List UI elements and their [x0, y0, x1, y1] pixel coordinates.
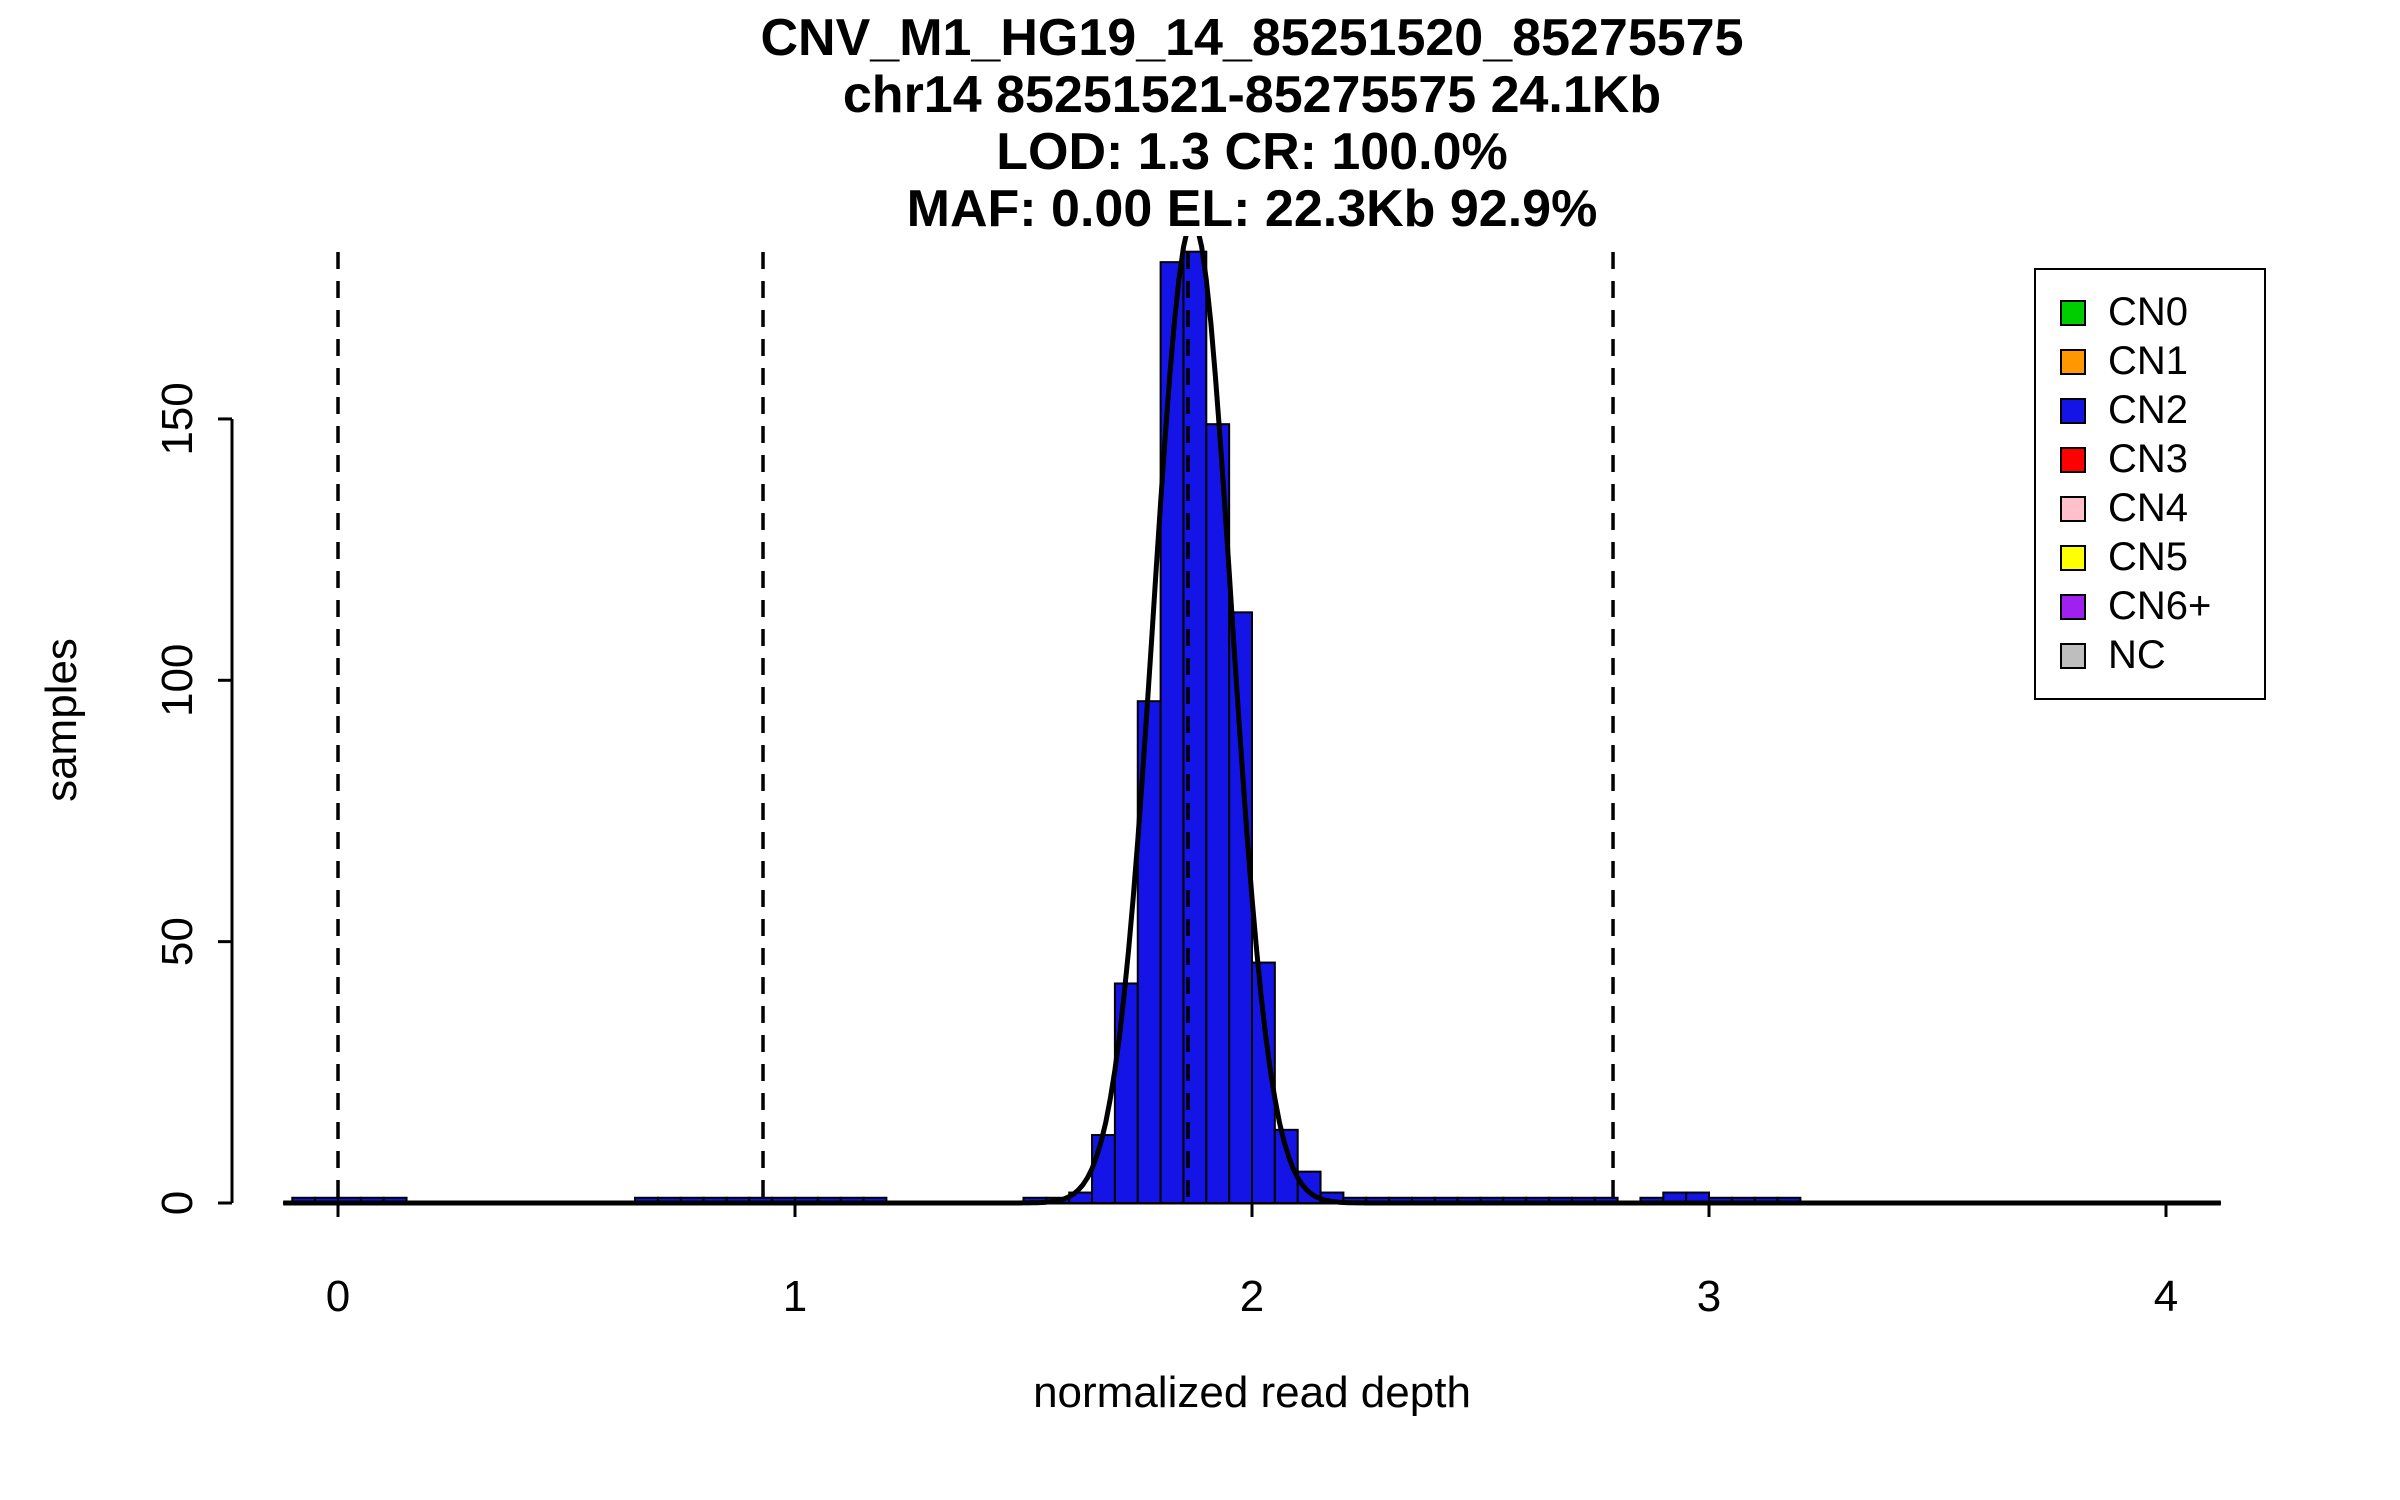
legend-item-cn6plus: CN6+ [2060, 582, 2264, 631]
legend-swatch-cn4 [2060, 495, 2086, 522]
y-tick-label: 0 [153, 1191, 202, 1215]
title-line-1: CNV_M1_HG19_14_85251520_85275575 [760, 9, 1744, 67]
chart-title: CNV_M1_HG19_14_85251520_85275575 chr14 8… [252, 10, 2252, 238]
legend-swatch-nc [2060, 642, 2086, 669]
title-line-2: chr14 85251521-85275575 24.1Kb [842, 66, 1662, 124]
histogram-bar [1273, 1128, 1299, 1205]
x-axis-label: normalized read depth [1033, 1368, 1471, 1417]
legend-item-nc: NC [2060, 631, 2264, 680]
legend-item-cn3: CN3 [2060, 435, 2264, 484]
legend-label: NC [2108, 633, 2166, 677]
histogram-bar [1228, 611, 1254, 1204]
y-tick-label: 150 [153, 382, 202, 455]
legend-label: CN5 [2108, 535, 2189, 579]
histogram-bar [1113, 982, 1139, 1204]
legend-label: CN3 [2108, 437, 2189, 481]
legend-item-cn1: CN1 [2060, 337, 2264, 386]
legend-swatch-cn5 [2060, 544, 2086, 571]
x-tick-label: 4 [2154, 1272, 2178, 1321]
histogram-bars [291, 250, 1802, 1205]
y-tick-label: 50 [153, 917, 202, 966]
legend-label: CN1 [2108, 339, 2189, 383]
legend-label: CN6+ [2108, 584, 2212, 628]
histogram-bar [1091, 1134, 1116, 1205]
legend: CN0 CN1 CN2 CN3 CN4 CN5 CN6+ NC [2034, 268, 2266, 700]
title-line-3: LOD: 1.3 CR: 100.0% [996, 123, 1508, 181]
histogram-bar [1159, 261, 1185, 1204]
legend-label: CN0 [2108, 290, 2189, 334]
legend-swatch-cn6plus [2060, 593, 2086, 620]
legend-swatch-cn1 [2060, 348, 2086, 375]
legend-swatch-cn3 [2060, 446, 2086, 473]
legend-swatch-cn2 [2060, 397, 2086, 424]
x-tick-label: 1 [783, 1272, 807, 1321]
legend-label: CN2 [2108, 388, 2189, 432]
x-tick-label: 2 [1240, 1272, 1264, 1321]
x-tick-label: 3 [1697, 1272, 1721, 1321]
fit-curve [283, 236, 2221, 1206]
legend-item-cn5: CN5 [2060, 533, 2264, 582]
legend-item-cn4: CN4 [2060, 484, 2264, 533]
legend-swatch-cn0 [2060, 299, 2086, 326]
x-tick-label: 0 [326, 1272, 350, 1321]
legend-item-cn0: CN0 [2060, 288, 2264, 337]
y-axis-label: samples [37, 638, 86, 802]
legend-item-cn2: CN2 [2060, 386, 2264, 435]
legend-label: CN4 [2108, 486, 2189, 530]
y-tick-label: 100 [153, 644, 202, 717]
title-line-4: MAF: 0.00 EL: 22.3Kb 92.9% [906, 180, 1598, 238]
